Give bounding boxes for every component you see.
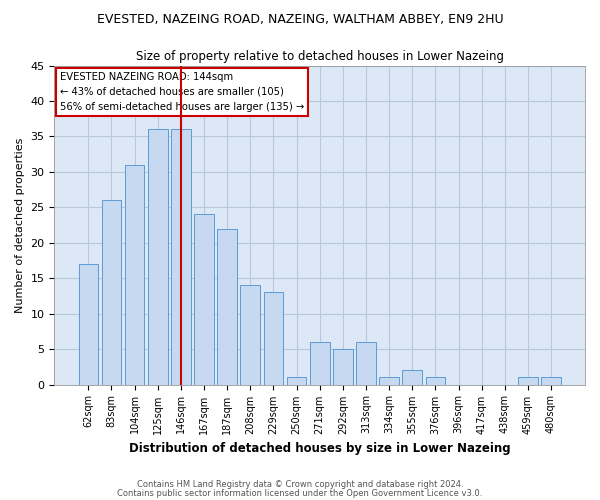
- Bar: [287, 378, 307, 384]
- Bar: [101, 200, 121, 384]
- X-axis label: Distribution of detached houses by size in Lower Nazeing: Distribution of detached houses by size …: [129, 442, 511, 455]
- Text: Contains public sector information licensed under the Open Government Licence v3: Contains public sector information licen…: [118, 488, 482, 498]
- Bar: [241, 286, 260, 384]
- Bar: [518, 378, 538, 384]
- Bar: [333, 349, 353, 384]
- Bar: [171, 130, 191, 384]
- Bar: [263, 292, 283, 384]
- Bar: [379, 378, 399, 384]
- Bar: [310, 342, 329, 384]
- Bar: [403, 370, 422, 384]
- Text: EVESTED NAZEING ROAD: 144sqm
← 43% of detached houses are smaller (105)
56% of s: EVESTED NAZEING ROAD: 144sqm ← 43% of de…: [60, 72, 304, 112]
- Bar: [125, 165, 145, 384]
- Bar: [79, 264, 98, 384]
- Bar: [356, 342, 376, 384]
- Text: EVESTED, NAZEING ROAD, NAZEING, WALTHAM ABBEY, EN9 2HU: EVESTED, NAZEING ROAD, NAZEING, WALTHAM …: [97, 12, 503, 26]
- Bar: [217, 228, 237, 384]
- Bar: [425, 378, 445, 384]
- Title: Size of property relative to detached houses in Lower Nazeing: Size of property relative to detached ho…: [136, 50, 504, 63]
- Text: Contains HM Land Registry data © Crown copyright and database right 2024.: Contains HM Land Registry data © Crown c…: [137, 480, 463, 489]
- Y-axis label: Number of detached properties: Number of detached properties: [15, 138, 25, 313]
- Bar: [541, 378, 561, 384]
- Bar: [148, 130, 167, 384]
- Bar: [194, 214, 214, 384]
